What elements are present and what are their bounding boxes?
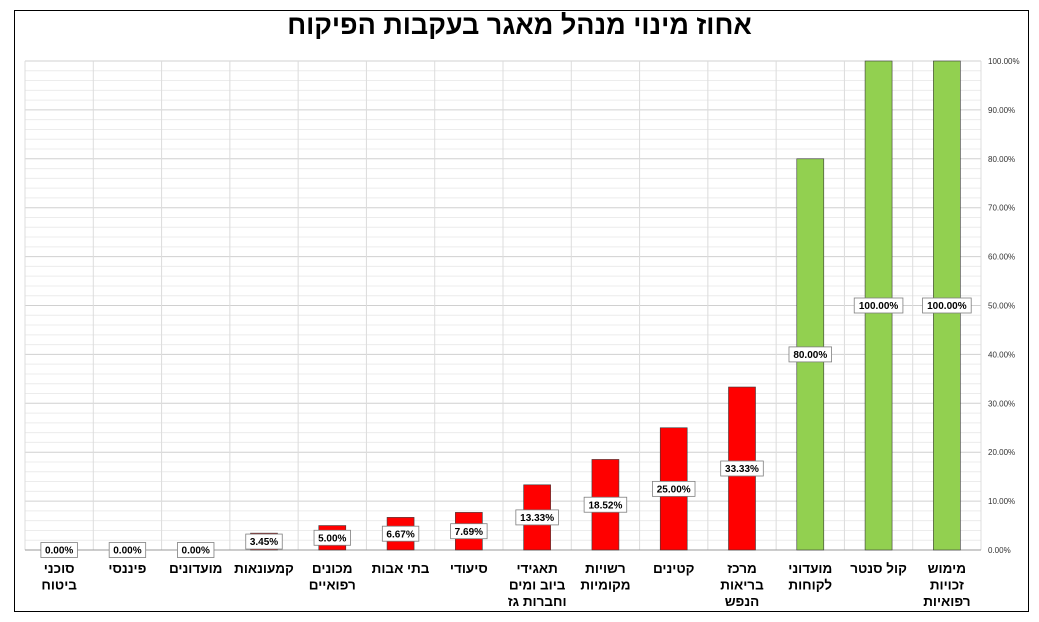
data-label-box [245,533,283,550]
data-label-box [515,509,559,526]
data-label: 0.00% [45,546,73,557]
y-tick-label: 50.00% [988,302,1015,311]
data-label-box [652,480,696,497]
y-tick-label: 0.00% [988,546,1011,555]
y-tick-label: 10.00% [988,497,1015,506]
category-label: מועדוני לקוחות [788,561,832,593]
category-label: מרכז בריאות הנפש [720,561,764,609]
y-tick-label: 80.00% [988,155,1015,164]
data-label-box [720,460,764,477]
data-label: 100.00% [859,301,899,312]
y-tick-label: 20.00% [988,448,1015,457]
category-label: סוכני ביטוח [41,561,77,593]
y-tick-label: 40.00% [988,350,1015,359]
data-label: 0.00% [182,546,210,557]
category-label: פיננסי [108,561,146,576]
y-tick-label: 90.00% [988,106,1015,115]
category-label: מימוש זכויות רפואיות [923,561,970,609]
data-label-box [40,542,78,558]
data-label-box [583,496,628,513]
y-tick-label: 100.00% [988,57,1020,66]
data-label: 80.00% [793,350,827,361]
data-label-box [313,529,351,546]
data-label: 25.00% [657,484,691,495]
category-label: קול סנטר [850,561,907,576]
category-label: מועדונים [169,561,223,576]
data-label: 3.45% [250,537,278,548]
y-tick-label: 60.00% [988,253,1015,262]
data-label: 18.52% [588,500,622,511]
category-label: מכונים רפואיים [309,561,356,593]
data-label: 100.00% [927,301,967,312]
data-label: 6.67% [386,529,414,540]
data-label: 0.00% [113,546,141,557]
data-label-box [853,297,904,314]
category-label: תאגידי ביוב ומים וחברות גז [508,561,567,609]
category-label: קטינים [653,561,695,576]
data-label: 13.33% [520,513,554,524]
data-label-box [108,542,147,558]
data-label-box [381,525,420,542]
data-label-box [788,346,832,363]
chart-title: אחוז מינוי מנהל מאגר בעקבות הפיקוח [287,10,752,40]
category-label: בתי אבות [372,561,430,576]
category-label: קמעונאות [234,561,294,576]
category-label: סיעודי [450,561,488,576]
y-tick-label: 70.00% [988,204,1015,213]
data-label: 7.69% [455,527,483,538]
y-tick-label: 30.00% [988,399,1015,408]
data-label-box [177,542,215,558]
data-label-box [922,297,972,314]
data-label-box [450,523,488,540]
data-label: 5.00% [318,533,346,544]
data-label: 33.33% [725,464,759,475]
gridlines [24,60,982,551]
category-label: רשויות מקומיות [580,561,630,593]
